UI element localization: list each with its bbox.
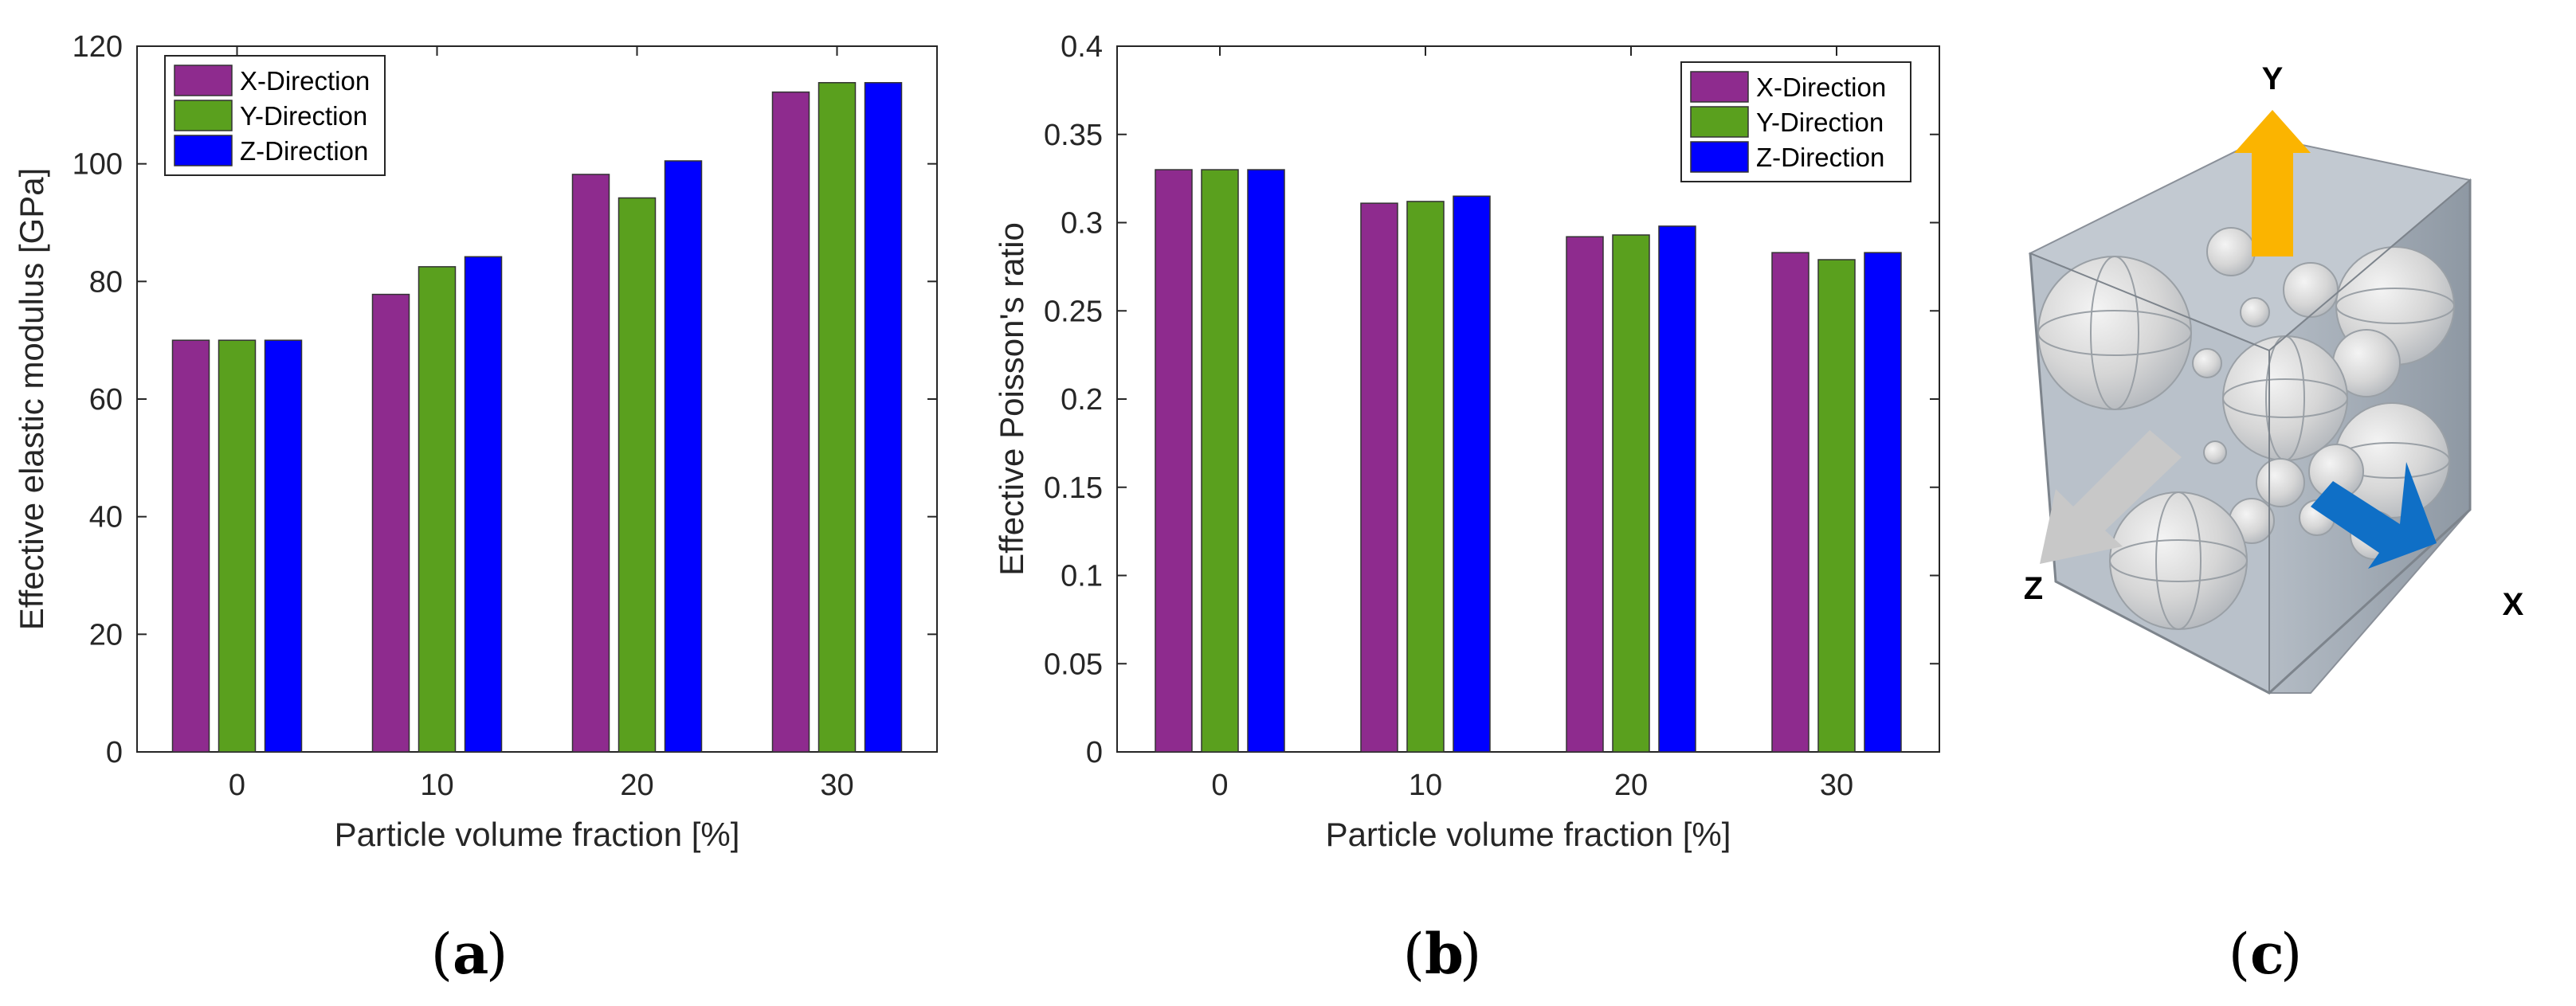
panel-label-c: ( c ) <box>2229 921 2303 987</box>
composite-cube-illustration: Y X Z <box>2024 61 2524 695</box>
bar-z-direction-20 <box>1658 225 1696 753</box>
legend-entry-z-direction: Z-Direction <box>1756 143 1884 172</box>
svg-text:(: ( <box>1403 922 1425 987</box>
legend-entry-x-direction: X-Direction <box>1756 72 1886 102</box>
bar-y-direction-30 <box>817 82 857 753</box>
svg-text:b: b <box>1425 921 1464 987</box>
legend-entry-y-direction: Y-Direction <box>240 101 367 131</box>
y-tick-label: 0.35 <box>1044 119 1103 152</box>
y-tick-label: 0.4 <box>1061 30 1103 64</box>
x-axis-arrow <box>2311 462 2437 569</box>
x-tick-label: 20 <box>1614 769 1648 802</box>
bar-x-direction-10 <box>1360 202 1398 753</box>
bar-y-direction-30 <box>1817 259 1856 753</box>
x-axis-label: Particle volume fraction [%] <box>1326 816 1731 853</box>
legend-swatch-z-direction <box>174 135 233 166</box>
bar-z-direction-0 <box>264 339 303 753</box>
y-tick-label: 0.1 <box>1061 560 1103 593</box>
bar-x-direction-20 <box>1566 236 1604 753</box>
x-tick-label: 10 <box>1409 769 1442 802</box>
bar-x-direction-0 <box>1155 169 1193 753</box>
legend-swatch-y-direction <box>174 100 233 131</box>
bar-y-direction-0 <box>218 339 257 753</box>
y-axis-label: Effective Poisson's ratio <box>993 222 1030 576</box>
svg-text:a: a <box>453 921 488 987</box>
bar-x-direction-10 <box>371 293 410 753</box>
y-tick-label: 0.05 <box>1044 648 1103 681</box>
y-tick-label: 40 <box>89 501 123 534</box>
bar-x-direction-30 <box>1771 252 1809 753</box>
legend: X-Direction Y-Direction Z-Direction <box>1680 61 1911 182</box>
bar-z-direction-0 <box>1247 169 1285 753</box>
svg-text:c: c <box>2250 921 2284 987</box>
y-tick-label: 120 <box>73 30 123 64</box>
bar-x-direction-0 <box>171 339 210 753</box>
legend-entry-z-direction: Z-Direction <box>240 136 368 166</box>
particle-spheres <box>2037 227 2455 630</box>
bar-x-direction-20 <box>571 174 610 753</box>
bar-y-direction-20 <box>1612 234 1650 753</box>
x-axis-label: X <box>2503 587 2524 622</box>
panel-label-a: ( a ) <box>431 921 508 987</box>
y-tick-label: 60 <box>89 383 123 417</box>
panel-label-b: ( b ) <box>1403 921 1482 987</box>
y-tick-label: 0.3 <box>1061 207 1103 241</box>
bar-z-direction-10 <box>464 256 503 753</box>
legend-swatch-z-direction <box>1690 141 1749 173</box>
y-tick-label: 0 <box>1086 736 1103 769</box>
bar-z-direction-30 <box>864 82 903 753</box>
x-tick-label: 0 <box>1211 769 1228 802</box>
bar-z-direction-10 <box>1453 195 1491 753</box>
x-tick-label: 20 <box>620 769 653 802</box>
bar-y-direction-10 <box>1406 201 1445 753</box>
y-tick-label: 0.15 <box>1044 472 1103 505</box>
legend-swatch-x-direction <box>174 65 233 96</box>
x-axis-label: Particle volume fraction [%] <box>335 816 740 853</box>
svg-text:(: ( <box>431 922 453 987</box>
svg-text:): ) <box>1460 922 1481 987</box>
y-axis-label: Y <box>2262 61 2284 96</box>
y-tick-label: 80 <box>89 265 123 299</box>
bar-z-direction-20 <box>664 160 703 753</box>
y-tick-label: 20 <box>89 618 123 652</box>
bar-y-direction-20 <box>618 197 657 753</box>
legend-swatch-y-direction <box>1690 106 1749 138</box>
y-tick-label: 100 <box>73 148 123 182</box>
legend-swatch-x-direction <box>1690 71 1749 103</box>
svg-text:(: ( <box>2229 922 2250 987</box>
y-tick-label: 0.2 <box>1061 383 1103 417</box>
y-axis-label: Effective elastic modulus [GPa] <box>13 168 50 631</box>
legend-entry-x-direction: X-Direction <box>240 66 370 96</box>
svg-text:): ) <box>2280 922 2302 987</box>
x-tick-label: 30 <box>820 769 853 802</box>
bar-z-direction-30 <box>1864 252 1902 753</box>
x-tick-label: 10 <box>420 769 453 802</box>
y-tick-label: 0.25 <box>1044 295 1103 328</box>
bar-y-direction-0 <box>1201 169 1239 753</box>
chart-b: 0 0.05 0.1 0.15 0.2 0.25 0.3 0.35 0.4 0 10 20 30 Part… <box>993 30 1940 853</box>
z-axis-arrow <box>2040 430 2182 564</box>
z-axis-label: Z <box>2024 571 2043 606</box>
bar-y-direction-10 <box>418 266 457 753</box>
chart-a: 0 20 40 60 80 100 120 0 10 20 30 Particle volume fr… <box>13 30 938 853</box>
bar-x-direction-30 <box>771 91 810 753</box>
svg-text:): ) <box>486 922 508 987</box>
legend: X-Direction Y-Direction Z-Direction <box>164 55 386 176</box>
y-axis-arrow <box>2234 110 2311 256</box>
legend-entry-y-direction: Y-Direction <box>1756 108 1884 137</box>
x-tick-label: 30 <box>1820 769 1853 802</box>
y-tick-label: 0 <box>106 736 123 769</box>
x-tick-label: 0 <box>229 769 245 802</box>
